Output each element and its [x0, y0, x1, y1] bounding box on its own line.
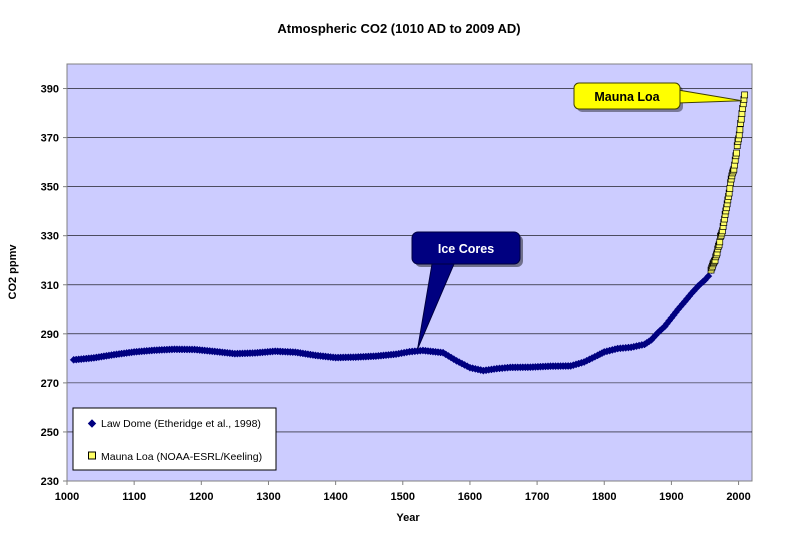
callout-mauna-loa: Mauna Loa	[573, 82, 743, 112]
legend: Law Dome (Etheridge et al., 1998) Mauna …	[72, 407, 277, 471]
series-layer	[69, 91, 748, 375]
y-tick-label-370: 370	[41, 133, 59, 145]
point-mauna-loa	[726, 185, 734, 192]
point-mauna-loa	[736, 126, 744, 134]
callout-ice-cores-bubble	[411, 231, 521, 265]
y-tick-label-390: 390	[41, 84, 59, 96]
callout-mauna-loa-bubble	[573, 82, 681, 110]
x-tick-label-1100: 1100	[122, 491, 146, 503]
series-1	[707, 91, 748, 274]
y-tick-label-270: 270	[41, 378, 59, 390]
x-tick-label-1800: 1800	[592, 491, 616, 503]
x-tick-label-1500: 1500	[391, 491, 415, 503]
point-mauna-loa	[733, 149, 740, 157]
x-tick-label-1700: 1700	[525, 491, 549, 503]
legend-label-mauna-loa: Mauna Loa (NOAA-ESRL/Keeling)	[101, 451, 262, 463]
y-tick-label-330: 330	[41, 231, 59, 243]
point-mauna-loa	[741, 91, 748, 99]
x-tick-label-1000: 1000	[55, 491, 79, 503]
callout-ice-cores-text: Ice Cores	[438, 242, 494, 256]
y-tick-labels: 230 250 270 290 310 330 350 370 390	[41, 84, 59, 488]
legend-label-law-dome: Law Dome (Etheridge et al., 1998)	[101, 418, 261, 430]
point-law-dome	[704, 272, 713, 281]
y-axis-label: CO2 ppmv	[7, 244, 19, 300]
x-tick-label-1900: 1900	[659, 491, 683, 503]
x-axis-label: Year	[396, 512, 420, 524]
callout-ice-cores: Ice Cores	[411, 231, 523, 350]
x-tick-label-1200: 1200	[189, 491, 213, 503]
y-tick-label-310: 310	[41, 280, 59, 292]
legend-marker-mauna-loa	[88, 451, 96, 460]
y-tick-label-290: 290	[41, 329, 59, 341]
axes	[63, 64, 752, 485]
x-tick-label-2000: 2000	[726, 491, 750, 503]
legend-marker-law-dome	[87, 419, 97, 428]
x-tick-label-1400: 1400	[323, 491, 347, 503]
series-0	[69, 266, 716, 375]
callout-mauna-loa-text: Mauna Loa	[594, 90, 660, 104]
y-tick-label-230: 230	[41, 476, 59, 488]
x-tick-labels: 1000 1100 1200 1300 1400 1500 1600 1700 1800 1900…	[55, 491, 751, 503]
point-mauna-loa	[737, 115, 745, 123]
x-tick-label-1300: 1300	[256, 491, 280, 503]
legend-box	[72, 407, 277, 471]
callouts: Ice Cores Mauna Loa	[411, 82, 743, 350]
y-tick-label-250: 250	[41, 427, 59, 439]
chart-title: Atmospheric CO2 (1010 AD to 2009 AD)	[277, 21, 520, 36]
x-tick-label-1600: 1600	[458, 491, 482, 503]
y-tick-label-350: 350	[41, 182, 59, 194]
